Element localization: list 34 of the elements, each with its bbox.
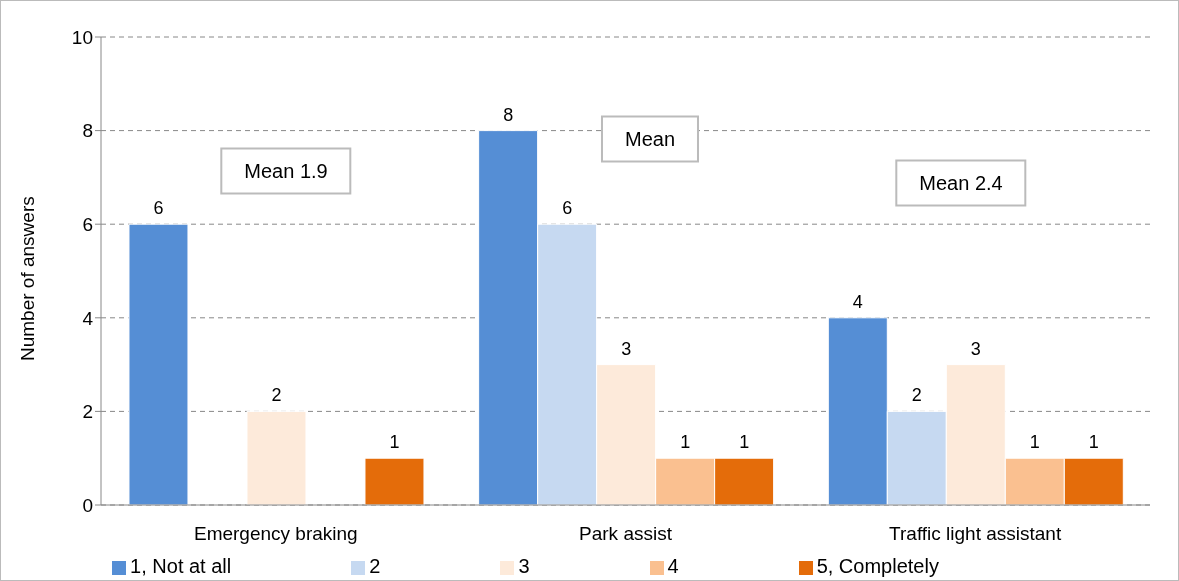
annotation: Mean — [600, 115, 700, 163]
annotation: Mean 1.9 — [220, 147, 352, 195]
x-tick-label: Emergency braking — [193, 523, 358, 545]
y-tick-label: 2 — [82, 401, 93, 423]
data-label: 8 — [503, 104, 514, 125]
data-label: 1 — [1088, 432, 1099, 453]
legend-label: 5, Completely — [816, 555, 939, 577]
y-tick-label: 8 — [82, 120, 93, 142]
data-label: 6 — [562, 198, 573, 219]
data-label: 1 — [1029, 432, 1040, 453]
data-label: 3 — [970, 338, 981, 359]
data-label: 1 — [389, 432, 400, 453]
legend-label: 4 — [667, 555, 679, 577]
y-tick-label: 4 — [82, 307, 94, 329]
data-label: 1 — [739, 432, 750, 453]
legend-label: 3 — [518, 555, 530, 577]
data-label: 2 — [271, 385, 282, 406]
data-label: 6 — [153, 198, 164, 219]
annotation: Mean 2.4 — [895, 159, 1027, 207]
y-tick-label: 6 — [82, 213, 93, 235]
data-label: 3 — [621, 338, 632, 359]
legend-label: 2 — [369, 555, 381, 577]
data-label: 2 — [911, 385, 922, 406]
data-label: 4 — [852, 291, 863, 312]
bar — [364, 457, 425, 505]
legend-label: 1, Not at all — [130, 555, 232, 577]
x-tick-label: Park assist — [579, 523, 673, 545]
y-axis-title: Number of answers — [16, 196, 38, 361]
y-tick-label: 0 — [82, 494, 93, 516]
x-tick-label: Traffic light assistant — [889, 523, 1062, 545]
y-tick-label: 10 — [71, 26, 93, 48]
bar — [128, 223, 189, 505]
bar — [246, 410, 307, 505]
data-label: 1 — [680, 432, 691, 453]
